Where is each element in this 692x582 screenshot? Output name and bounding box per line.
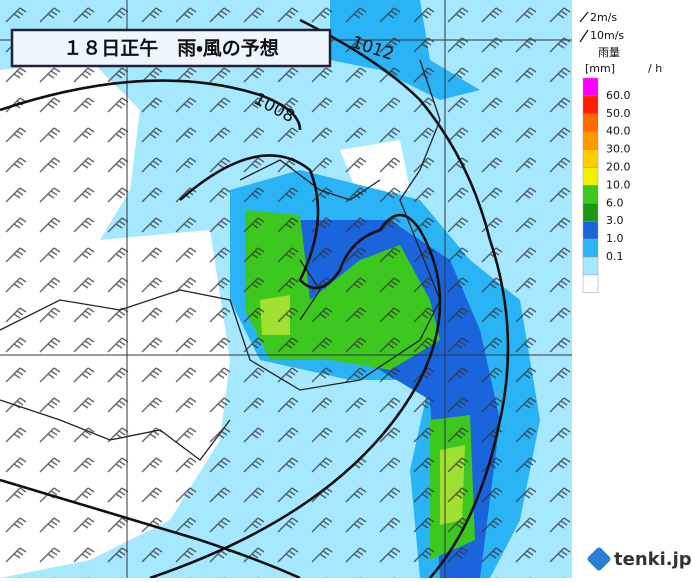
scale-label: 3.0	[606, 214, 624, 227]
legend: 2m/s 10m/s 雨量 [mm] / h 60.0 50.0 40.0 30.0 2…	[579, 11, 662, 294]
title-box	[10, 28, 332, 68]
title: １８日正午 雨・風の予想	[63, 37, 278, 60]
scale-swatch	[582, 95, 599, 115]
scale-label: 20.0	[606, 161, 631, 174]
scale-swatch	[582, 256, 599, 276]
wind-barbs	[0, 0, 572, 578]
scale-swatch	[582, 131, 599, 150]
logo-text: tenki.jp	[614, 549, 692, 570]
scale-swatch	[582, 185, 599, 204]
scale-label: 1.0	[606, 232, 624, 245]
isobar-lines	[0, 18, 510, 578]
scale-label: 40.0	[606, 125, 631, 138]
logo: tenki.jp	[587, 547, 692, 571]
scale-label: 30.0	[606, 143, 631, 156]
map-area: 1012 1008	[0, 0, 572, 578]
scale-swatch	[582, 203, 599, 222]
scale-swatch	[582, 149, 599, 168]
barb-sample	[579, 29, 589, 43]
scale-label: 50.0	[606, 107, 631, 120]
scale-swatch	[582, 77, 599, 97]
scale-label: 6.0	[606, 196, 624, 209]
rain-legend-unit: / h	[648, 62, 662, 75]
scale-swatch	[582, 167, 599, 186]
coastlines	[0, 59, 441, 461]
barb-sample	[579, 11, 589, 23]
color-scale: 60.0 50.0 40.0 30.0 20.0 10.0 6.0 3.0 1.0 0.1	[582, 77, 631, 294]
rain-legend-unit: [mm]	[585, 62, 615, 75]
scale-label: 0.1	[606, 250, 624, 263]
scale-swatch	[582, 220, 599, 240]
wind-legend-label: 2m/s	[590, 11, 617, 24]
scale-swatch	[582, 238, 599, 258]
scale-swatch	[582, 113, 599, 132]
rain-legend-title: 雨量	[598, 46, 620, 59]
scale-label: 10.0	[606, 178, 631, 191]
wind-legend-label: 10m/s	[590, 29, 624, 42]
scale-label: 60.0	[606, 89, 631, 102]
scale-swatch	[582, 274, 599, 294]
